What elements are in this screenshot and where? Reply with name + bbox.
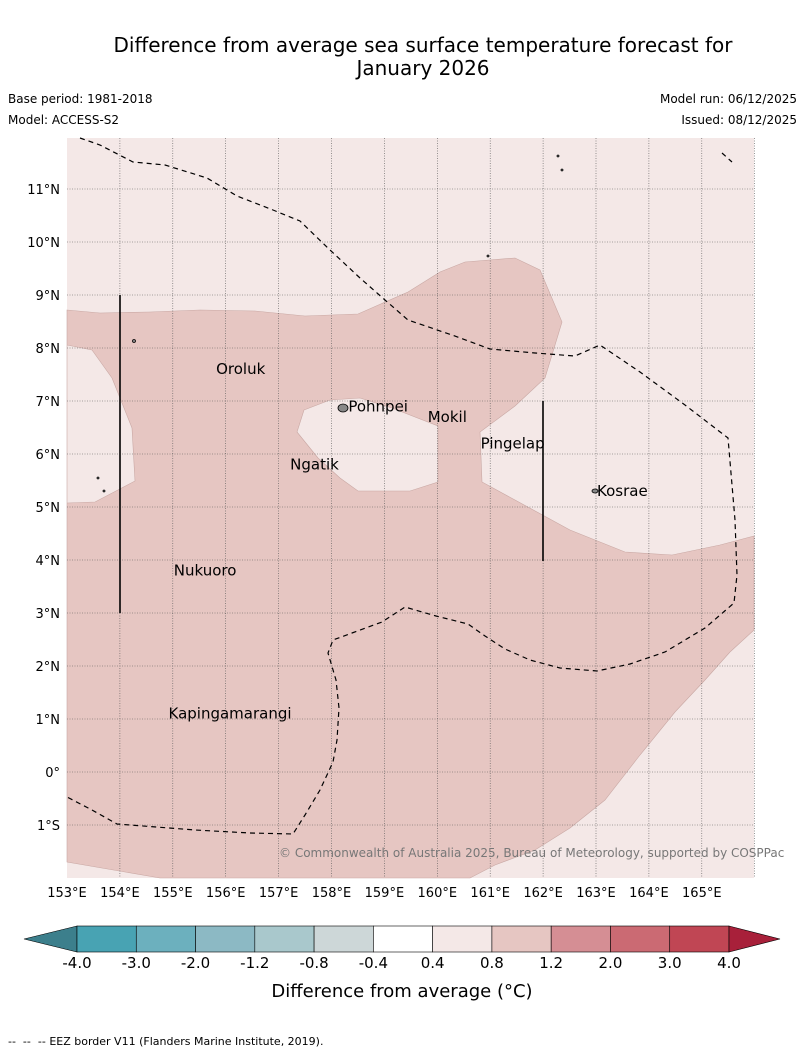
- longitude-label: 157°E: [259, 886, 299, 901]
- colorbar-tick-label: -3.0: [122, 954, 151, 972]
- base-period: Base period: 1981-2018: [8, 92, 153, 106]
- colorbar-tick-label: -2.0: [181, 954, 210, 972]
- colorbar-tick-label: -4.0: [62, 954, 91, 972]
- colorbar-segment: [195, 925, 256, 953]
- longitude-label: 158°E: [312, 886, 352, 901]
- colorbar-segment: [432, 925, 493, 953]
- colorbar-segment: [550, 925, 611, 953]
- longitude-label: 162°E: [523, 886, 563, 901]
- place-label: Oroluk: [216, 360, 265, 378]
- islet-north-east-1: [556, 154, 560, 158]
- eez-border-east: [721, 152, 733, 163]
- latitude-label: 7°N: [36, 395, 61, 410]
- place-label: Kosrae: [597, 482, 648, 500]
- latitude-label: 9°N: [36, 289, 61, 304]
- colorbar-tick-label: 0.8: [480, 954, 504, 972]
- kosrae-island: [591, 488, 599, 494]
- latitude-label: 0°: [45, 766, 60, 781]
- longitude-label: 161°E: [470, 886, 510, 901]
- colorbar: -4.0 -3.0 -2.0 -1.2 -0.8 -0.4 0.4 0.8 1.2 2.0 3.0 4…: [23, 925, 781, 972]
- chart-title-line-1: Difference from average sea surface temp…: [113, 33, 733, 57]
- colorbar-segment: [373, 925, 433, 953]
- longitude-label: 155°E: [153, 886, 193, 901]
- colorbar-tick-label: 2.0: [599, 954, 623, 972]
- colorbar-tick-label: 1.2: [539, 954, 563, 972]
- sst-anomaly-map: 11°N 10°N 9°N 8°N 7°N 6°N 5°N 4°N 3°N 2°N 1°N 0° 1°S…: [23, 137, 784, 1002]
- islet-west-1: [96, 476, 100, 480]
- latitude-label: 6°N: [36, 448, 61, 463]
- pohnpei-island: [337, 403, 349, 413]
- latitude-label: 11°N: [27, 183, 60, 198]
- latitude-label: 1°S: [37, 819, 60, 834]
- latitude-label: 10°N: [27, 236, 60, 251]
- place-label: Kapingamarangi: [169, 705, 292, 723]
- latitude-label: 3°N: [36, 607, 61, 622]
- eez-legend-note: -- -- -- EEZ border V11 (Flanders Marine…: [8, 1035, 323, 1048]
- colorbar-segment: [135, 925, 196, 953]
- colorbar-tick-label: 0.4: [421, 954, 445, 972]
- place-label: Nukuoro: [174, 562, 237, 580]
- latitude-labels: 11°N 10°N 9°N 8°N 7°N 6°N 5°N 4°N 3°N 2°N 1°N 0° 1°S: [27, 183, 60, 834]
- graticule: [67, 138, 756, 878]
- colorbar-segment: [491, 925, 552, 953]
- longitude-label: 156°E: [206, 886, 246, 901]
- place-label: Mokil: [428, 408, 467, 426]
- model-run-date: Model run: 06/12/2025: [659, 92, 797, 106]
- latitude-label: 4°N: [36, 554, 61, 569]
- colorbar-extend-high: [728, 925, 781, 953]
- latitude-label: 5°N: [36, 501, 61, 516]
- islet-north-west: [132, 339, 136, 343]
- longitude-label: 153°E: [47, 886, 87, 901]
- longitude-label: 164°E: [629, 886, 669, 901]
- latitude-label: 8°N: [36, 342, 61, 357]
- colorbar-segment: [669, 925, 730, 953]
- colorbar-segment: [76, 925, 137, 953]
- colorbar-tick-label: 4.0: [717, 954, 741, 972]
- colorbar-segment: [313, 925, 374, 953]
- longitude-label: 160°E: [418, 886, 458, 901]
- longitude-labels: 153°E 154°E 155°E 156°E 157°E 158°E 159°E 160°E…: [47, 886, 721, 901]
- eez-note-text: EEZ border V11 (Flanders Marine Institut…: [49, 1035, 324, 1048]
- chart-title-line-2: January 2026: [356, 56, 490, 80]
- place-labels: Oroluk Pohnpei Mokil Pingelap Ngatik Kosrae Nu…: [169, 360, 648, 723]
- eez-border-north: [66, 137, 738, 835]
- longitude-label: 165°E: [682, 886, 722, 901]
- colorbar-label: Difference from average (°C): [271, 981, 532, 1002]
- longitude-label: 154°E: [100, 886, 140, 901]
- colorbar-tick-label: 3.0: [658, 954, 682, 972]
- colorbar-segment: [254, 925, 315, 953]
- islet-north-east-2: [560, 168, 564, 172]
- colorbar-tick-label: -0.4: [359, 954, 388, 972]
- longitude-label: 159°E: [365, 886, 405, 901]
- longitude-label: 163°E: [576, 886, 616, 901]
- islet-west-2: [102, 489, 106, 493]
- place-label: Pohnpei: [348, 397, 408, 415]
- colorbar-tick-label: -1.2: [240, 954, 269, 972]
- place-label: Pingelap: [481, 434, 545, 452]
- copyright-notice: © Commonwealth of Australia 2025, Bureau…: [279, 846, 784, 860]
- island-outlines: [96, 154, 599, 494]
- eez-dash-symbol: -- -- --: [8, 1035, 46, 1048]
- colorbar-extend-low: [23, 925, 78, 953]
- issued-date: Issued: 08/12/2025: [681, 113, 797, 127]
- latitude-label: 1°N: [36, 713, 61, 728]
- colorbar-tick-label: -0.8: [299, 954, 328, 972]
- eez-borders: [66, 137, 738, 835]
- colorbar-segment: [610, 925, 671, 953]
- place-label: Ngatik: [290, 456, 339, 474]
- model-name: Model: ACCESS-S2: [8, 113, 120, 127]
- islet-north: [486, 254, 490, 258]
- latitude-label: 2°N: [36, 660, 61, 675]
